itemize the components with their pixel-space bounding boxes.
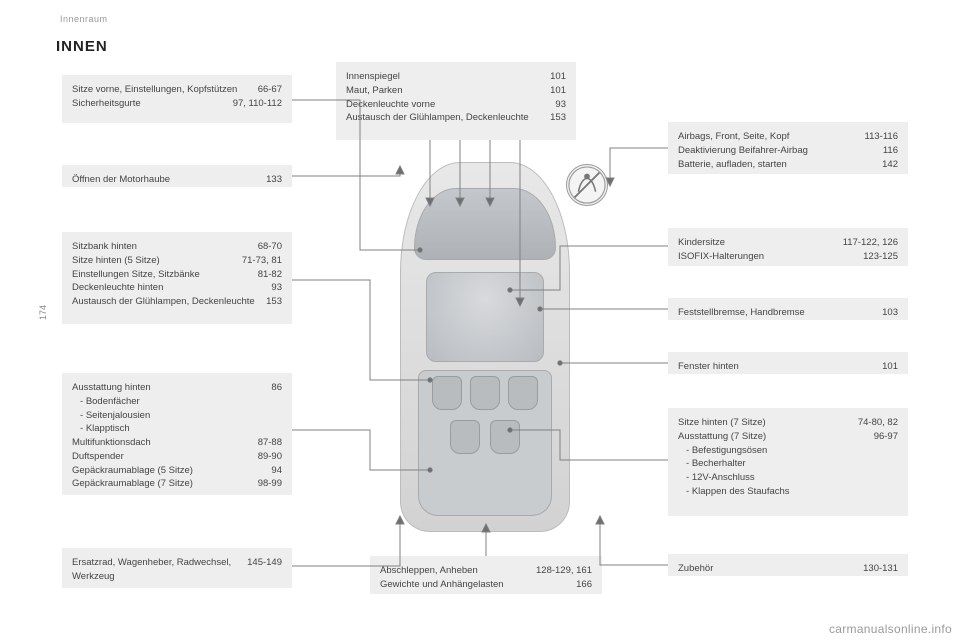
label: Austausch der Glühlampen, Deckenleuchte bbox=[346, 111, 542, 125]
label: Airbags, Front, Seite, Kopf bbox=[678, 130, 857, 144]
box-airbags: Airbags, Front, Seite, Kopf 113-116 Deakt… bbox=[668, 122, 908, 174]
box-accessories: Zubehör 130-131 bbox=[668, 554, 908, 576]
label: Zubehör bbox=[678, 562, 855, 576]
box-mirror-toll: Innenspiegel 101 Maut, Parken 101 Deckenle… bbox=[336, 62, 576, 140]
page-ref: 103 bbox=[882, 306, 898, 320]
box-rear-window: Fenster hinten 101 bbox=[668, 352, 908, 374]
box-bonnet: Öffnen der Motorhaube 133 bbox=[62, 165, 292, 187]
breadcrumb: Innenraum bbox=[60, 14, 108, 24]
list-item: Seitenjalousien bbox=[80, 409, 282, 423]
label: Batterie, aufladen, starten bbox=[678, 158, 874, 172]
page-ref: 71-73, 81 bbox=[242, 254, 282, 268]
page-ref: 66-67 bbox=[258, 83, 282, 97]
page-ref: 117-122, 126 bbox=[843, 236, 898, 250]
page-ref: 133 bbox=[266, 173, 282, 187]
list-item: Befestigungsösen bbox=[686, 444, 898, 458]
car-outline bbox=[400, 162, 570, 532]
page-ref: 81-82 bbox=[258, 268, 282, 282]
label: Kindersitze bbox=[678, 236, 835, 250]
label: Öffnen der Motorhaube bbox=[72, 173, 258, 187]
label: Gewichte und Anhängelasten bbox=[380, 578, 568, 592]
page-ref: 98-99 bbox=[258, 477, 282, 491]
page-ref: 123-125 bbox=[863, 250, 898, 264]
label: Fenster hinten bbox=[678, 360, 874, 374]
page-ref: 74-80, 82 bbox=[858, 416, 898, 430]
label: Gepäckraumablage (7 Sitze) bbox=[72, 477, 250, 491]
box-rear-bench: Sitzbank hinten 68-70 Sitze hinten (5 Sit… bbox=[62, 232, 292, 324]
label: Deckenleuchte hinten bbox=[72, 281, 263, 295]
page-ref: 153 bbox=[550, 111, 566, 125]
box-child-seats: Kindersitze 117-122, 126 ISOFIX-Halterung… bbox=[668, 228, 908, 266]
box-front-seats: Sitze vorne, Einstellungen, Kopfstützen 6… bbox=[62, 75, 292, 123]
list-item: Klapptisch bbox=[80, 422, 282, 436]
box-7seats: Sitze hinten (7 Sitze) 74-80, 82 Ausstatt… bbox=[668, 408, 908, 516]
label: Sitze vorne, Einstellungen, Kopfstützen bbox=[72, 83, 250, 97]
page-ref: 94 bbox=[271, 464, 282, 478]
list-item: Klappen des Staufachs bbox=[686, 485, 898, 499]
page-ref: 96-97 bbox=[874, 430, 898, 444]
label: Maut, Parken bbox=[346, 84, 542, 98]
box-towing: Abschleppen, Anheben 128-129, 161 Gewicht… bbox=[370, 556, 602, 594]
page-ref: 86 bbox=[271, 381, 282, 395]
page-ref: 145-149 bbox=[247, 556, 282, 584]
label: Duftspender bbox=[72, 450, 250, 464]
list-item: 12V-Anschluss bbox=[686, 471, 898, 485]
label: Sitzbank hinten bbox=[72, 240, 250, 254]
page-ref: 113-116 bbox=[865, 130, 898, 144]
label: Multifunktionsdach bbox=[72, 436, 250, 450]
page-ref: 101 bbox=[550, 70, 566, 84]
label: Abschleppen, Anheben bbox=[380, 564, 528, 578]
page-ref: 97, 110-112 bbox=[233, 97, 282, 111]
label: Sicherheitsgurte bbox=[72, 97, 225, 111]
label: Austausch der Glühlampen, Deckenleuchte bbox=[72, 295, 258, 309]
box-parking-brake: Feststellbremse, Handbremse 103 bbox=[668, 298, 908, 320]
page-ref: 101 bbox=[882, 360, 898, 374]
page-ref: 166 bbox=[576, 578, 592, 592]
page-ref: 89-90 bbox=[258, 450, 282, 464]
page-ref: 93 bbox=[271, 281, 282, 295]
box-spare-wheel: Ersatzrad, Wagenheber, Radwechsel, Werkz… bbox=[62, 548, 292, 588]
label: Innenspiegel bbox=[346, 70, 542, 84]
page-title: INNEN bbox=[56, 38, 108, 55]
vehicle-top-view-diagram bbox=[360, 160, 610, 540]
page-ref: 130-131 bbox=[863, 562, 898, 576]
manual-page: 174 Innenraum INNEN Sitze vorne, Einstel… bbox=[0, 0, 960, 640]
page-ref: 93 bbox=[555, 98, 566, 112]
box-rear-equipment: Ausstattung hinten 86 Bodenfächer Seitenj… bbox=[62, 373, 292, 495]
watermark: carmanualsonline.info bbox=[829, 622, 952, 636]
page-ref: 128-129, 161 bbox=[536, 564, 592, 578]
label: Sitze hinten (5 Sitze) bbox=[72, 254, 234, 268]
page-ref: 87-88 bbox=[258, 436, 282, 450]
label: Gepäckraumablage (5 Sitze) bbox=[72, 464, 263, 478]
list-item: Becherhalter bbox=[686, 457, 898, 471]
page-ref: 153 bbox=[266, 295, 282, 309]
label: Deaktivierung Beifahrer-Airbag bbox=[678, 144, 875, 158]
page-ref: 116 bbox=[883, 144, 898, 158]
page-ref: 142 bbox=[882, 158, 898, 172]
label: ISOFIX-Halterungen bbox=[678, 250, 855, 264]
label: Ausstattung (7 Sitze) bbox=[678, 430, 866, 444]
page-number: 174 bbox=[38, 305, 48, 320]
label: Ersatzrad, Wagenheber, Radwechsel, Werkz… bbox=[72, 556, 239, 584]
label: Feststellbremse, Handbremse bbox=[678, 306, 874, 320]
airbag-off-badge-icon bbox=[566, 164, 608, 206]
label: Deckenleuchte vorne bbox=[346, 98, 547, 112]
page-ref: 101 bbox=[550, 84, 566, 98]
label: Ausstattung hinten bbox=[72, 381, 263, 395]
label: Einstellungen Sitze, Sitzbänke bbox=[72, 268, 250, 282]
label: Sitze hinten (7 Sitze) bbox=[678, 416, 850, 430]
page-ref: 68-70 bbox=[258, 240, 282, 254]
list-item: Bodenfächer bbox=[80, 395, 282, 409]
